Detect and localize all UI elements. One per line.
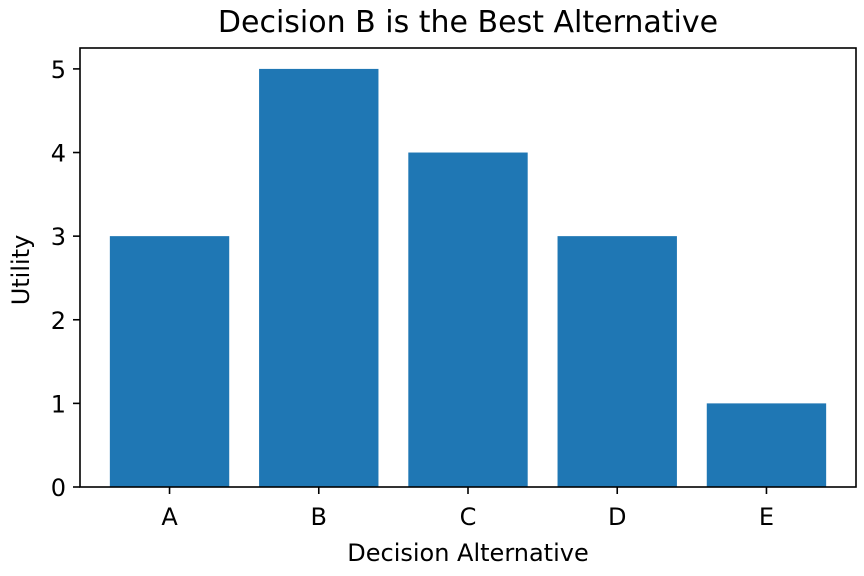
- x-axis: A B C D E: [161, 487, 774, 531]
- bar-A: [109, 236, 230, 487]
- x-tick-label: D: [608, 503, 626, 531]
- bar-D: [557, 236, 677, 487]
- y-tick-label: 3: [51, 223, 66, 251]
- bar-B: [259, 68, 379, 488]
- y-axis: 0 1 2 3 4 5: [51, 56, 80, 502]
- bar-E: [706, 403, 827, 487]
- y-tick-label: 5: [51, 56, 66, 84]
- chart-title: Decision B is the Best Alternative: [218, 5, 718, 40]
- plot-frame: [79, 47, 857, 488]
- y-tick-label: 1: [51, 390, 66, 418]
- y-tick-label: 4: [51, 140, 66, 168]
- x-tick-label: E: [759, 503, 774, 531]
- bars-group: [109, 68, 827, 488]
- y-tick-label: 0: [51, 474, 66, 502]
- x-tick-label: C: [460, 503, 477, 531]
- y-axis-label: Utility: [7, 235, 35, 306]
- y-tick-label: 2: [51, 307, 66, 335]
- bar-C: [408, 152, 528, 487]
- x-tick-label: B: [311, 503, 327, 531]
- x-tick-label: A: [161, 503, 178, 531]
- x-axis-label: Decision Alternative: [347, 539, 588, 567]
